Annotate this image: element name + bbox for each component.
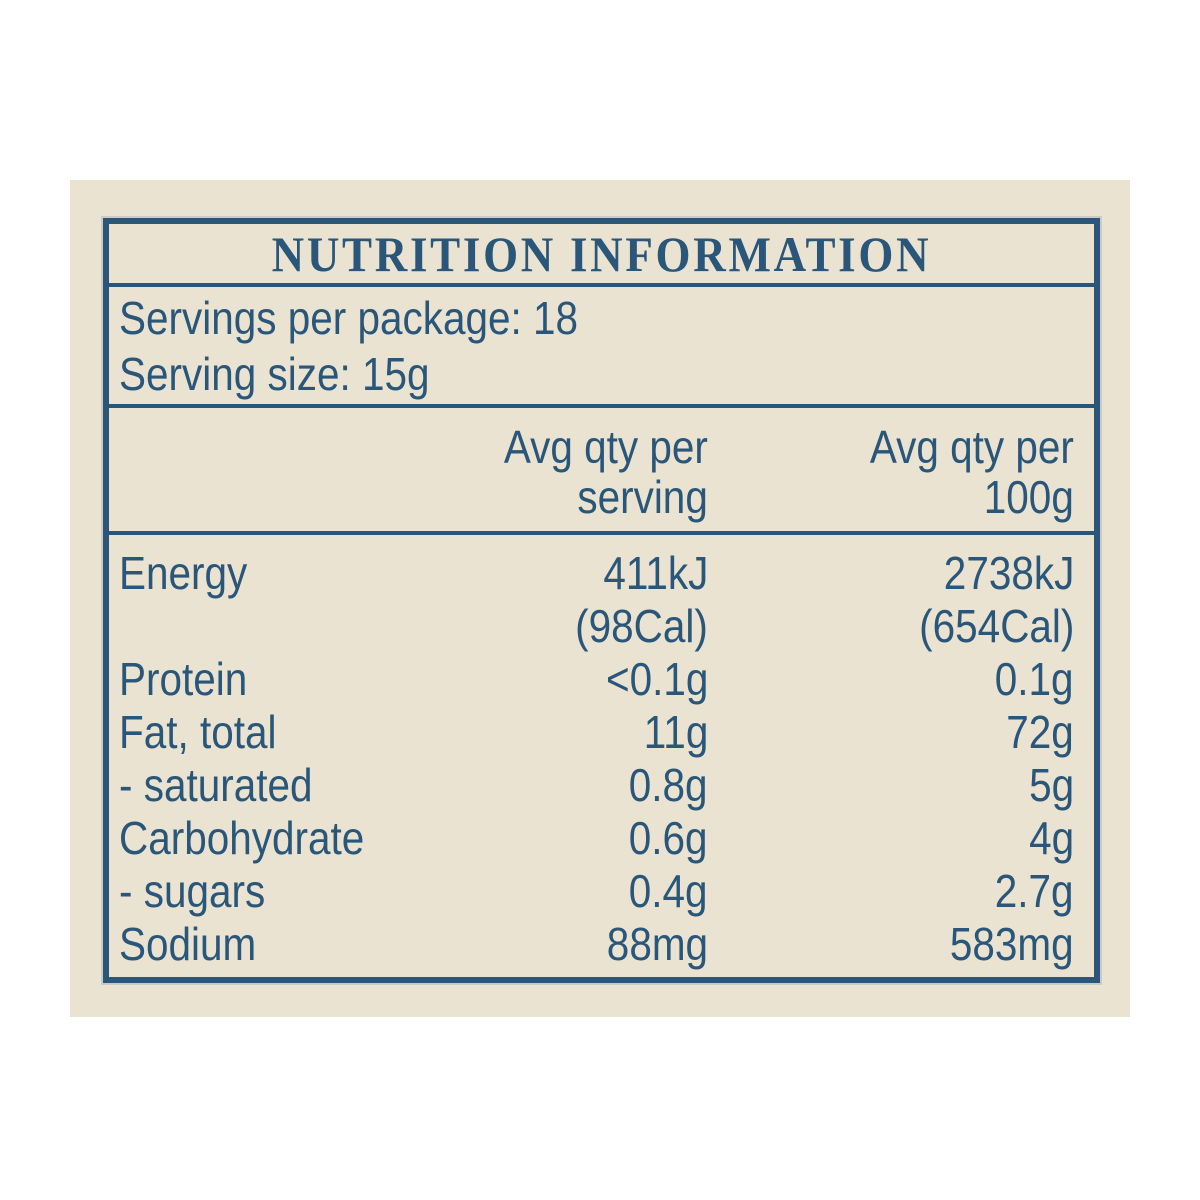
value-per-serving: 0.8g — [629, 759, 708, 811]
nutrient-name: - sugars — [119, 865, 266, 917]
table-row-fat-total: Fat, total 11g 72g — [119, 706, 1074, 759]
divider — [109, 404, 1094, 408]
column-header-per-serving: Avg qty per serving — [408, 422, 708, 531]
divider — [109, 283, 1094, 287]
value-per-serving: 411kJ — [602, 547, 708, 599]
value-per-100g: (654Cal) — [918, 600, 1074, 652]
value-per-100g: 0.1g — [995, 653, 1074, 705]
per-serving-header-line1: Avg qty per — [503, 421, 708, 473]
servings-per-package-line: Servings per package: 18 — [119, 290, 1074, 346]
table-row-carbohydrate: Carbohydrate 0.6g 4g — [119, 812, 1074, 865]
nutrient-name: Sodium — [119, 918, 257, 970]
value-per-serving: 0.4g — [629, 865, 708, 917]
servings-per-package-text: Servings per package: 18 — [119, 292, 579, 344]
value-per-100g: 2738kJ — [943, 547, 1074, 599]
per-serving-header-line2: serving — [577, 471, 708, 523]
per-100g-header-text: Avg qty per 100g — [870, 422, 1074, 522]
per-100g-header-line1: Avg qty per — [869, 421, 1074, 473]
title-row: NUTRITION INFORMATION — [109, 224, 1094, 283]
label-panel: NUTRITION INFORMATION Servings per packa… — [70, 180, 1130, 1017]
serving-size-line: Serving size: 15g — [119, 346, 1074, 402]
value-per-100g: 583mg — [950, 918, 1074, 970]
column-header-row: Avg qty per serving Avg qty per 100g — [109, 408, 1094, 531]
table-row-energy-cal: (98Cal) (654Cal) — [119, 600, 1074, 653]
nutrient-data-section: Energy 411kJ 2738kJ (98Cal) (654Cal) Pro… — [109, 535, 1094, 977]
value-per-serving: (98Cal) — [575, 600, 708, 652]
value-per-serving: 0.6g — [629, 812, 708, 864]
nutrient-name: Carbohydrate — [119, 812, 365, 864]
per-100g-header-line2: 100g — [983, 471, 1074, 523]
nutrition-table: NUTRITION INFORMATION Servings per packa… — [103, 218, 1100, 983]
nutrient-name: - saturated — [119, 759, 313, 811]
value-per-100g: 5g — [1028, 759, 1074, 811]
value-per-100g: 72g — [1006, 706, 1074, 758]
table-row-saturated: - saturated 0.8g 5g — [119, 759, 1074, 812]
servings-section: Servings per package: 18 Serving size: 1… — [109, 287, 1094, 404]
page-title: NUTRITION INFORMATION — [271, 225, 932, 282]
table-row-energy: Energy 411kJ 2738kJ — [119, 547, 1074, 600]
serving-size-text: Serving size: 15g — [119, 348, 430, 400]
table-row-protein: Protein <0.1g 0.1g — [119, 653, 1074, 706]
column-header-empty — [119, 422, 408, 531]
nutrient-name: Energy — [119, 547, 248, 599]
column-header-per-100g: Avg qty per 100g — [708, 422, 1074, 531]
per-serving-header-text: Avg qty per serving — [504, 422, 708, 522]
nutrient-name: Fat, total — [119, 706, 277, 758]
nutrient-name: Protein — [119, 653, 248, 705]
divider — [109, 531, 1094, 535]
value-per-100g: 4g — [1028, 812, 1074, 864]
table-row-sugars: - sugars 0.4g 2.7g — [119, 865, 1074, 918]
value-per-serving: <0.1g — [605, 653, 708, 705]
value-per-serving: 88mg — [606, 918, 708, 970]
value-per-serving: 11g — [643, 706, 708, 758]
table-row-sodium: Sodium 88mg 583mg — [119, 918, 1074, 971]
value-per-100g: 2.7g — [995, 865, 1074, 917]
